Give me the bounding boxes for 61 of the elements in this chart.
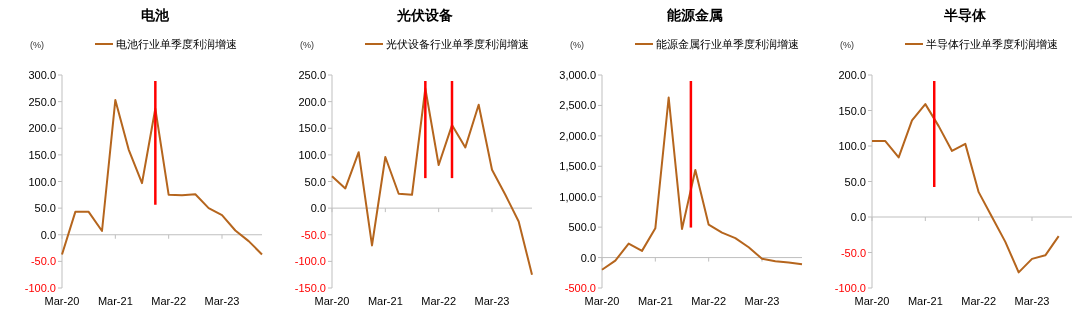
legend-label: 半导体行业单季度利润增速 xyxy=(926,38,1058,50)
y-tick-label: 200.0 xyxy=(298,95,326,108)
y-tick-label: 200.0 xyxy=(28,122,56,135)
x-tick-label: Mar-20 xyxy=(44,295,80,307)
y-tick-label: 100.0 xyxy=(28,175,56,188)
y-tick-label: 50.0 xyxy=(844,175,866,188)
y-tick-label: -50.0 xyxy=(300,228,326,241)
x-tick-label: Mar-20 xyxy=(584,295,620,307)
y-tick-label: 0.0 xyxy=(850,211,866,223)
chart-title: 半导体 xyxy=(943,7,987,23)
x-tick-label: Mar-22 xyxy=(691,295,727,307)
y-tick-label: 50.0 xyxy=(304,175,326,188)
y-axis-title: (%) xyxy=(840,40,854,50)
y-tick-label: 50.0 xyxy=(34,202,56,215)
x-tick-label: Mar-22 xyxy=(961,295,997,307)
y-axis-title: (%) xyxy=(300,40,314,50)
y-tick-label: -100.0 xyxy=(24,282,56,294)
y-tick-label: 100.0 xyxy=(838,140,866,152)
x-tick-label: Mar-21 xyxy=(907,295,943,307)
y-tick-label: 2,000.0 xyxy=(559,129,596,142)
y-tick-label: 250.0 xyxy=(28,95,56,108)
y-tick-label: -100.0 xyxy=(294,255,326,268)
chart-title: 光伏设备 xyxy=(396,7,453,23)
x-tick-label: Mar-20 xyxy=(314,295,350,307)
y-axis-title: (%) xyxy=(30,40,44,50)
y-tick-label: 150.0 xyxy=(298,122,326,135)
legend-label: 能源金属行业单季度利润增速 xyxy=(656,38,799,50)
x-tick-label: Mar-21 xyxy=(367,295,403,307)
x-tick-label: Mar-20 xyxy=(854,295,890,307)
y-tick-label: 200.0 xyxy=(838,69,866,81)
y-tick-label: 0.0 xyxy=(40,228,56,241)
y-tick-label: 2,500.0 xyxy=(559,99,596,112)
y-tick-label: 300.0 xyxy=(28,69,56,81)
y-tick-label: 100.0 xyxy=(298,148,326,161)
y-tick-label: 150.0 xyxy=(838,104,866,117)
y-tick-label: 3,000.0 xyxy=(559,69,596,81)
y-axis-title: (%) xyxy=(570,40,584,50)
x-tick-label: Mar-22 xyxy=(151,295,187,307)
y-tick-label: 0.0 xyxy=(310,202,326,215)
x-tick-label: Mar-21 xyxy=(637,295,673,307)
chart-title: 电池 xyxy=(141,7,170,23)
x-tick-label: Mar-22 xyxy=(421,295,457,307)
legend-label: 电池行业单季度利润增速 xyxy=(116,38,237,50)
y-tick-label: 1,000.0 xyxy=(559,190,596,203)
y-tick-label: 250.0 xyxy=(298,69,326,81)
legend-label: 光伏设备行业单季度利润增速 xyxy=(386,38,529,50)
chart-title: 能源金属 xyxy=(667,7,723,23)
y-tick-label: -50.0 xyxy=(30,255,56,268)
y-tick-label: -150.0 xyxy=(294,282,326,294)
x-tick-label: Mar-23 xyxy=(1014,295,1050,307)
x-tick-label: Mar-23 xyxy=(474,295,510,307)
x-tick-label: Mar-23 xyxy=(204,295,240,307)
x-tick-label: Mar-23 xyxy=(744,295,780,307)
y-tick-label: -500.0 xyxy=(564,282,596,294)
y-tick-label: -50.0 xyxy=(840,246,866,259)
y-tick-label: -100.0 xyxy=(834,282,866,294)
y-tick-label: 1,500.0 xyxy=(559,160,596,173)
y-tick-label: 0.0 xyxy=(580,251,596,264)
x-tick-label: Mar-21 xyxy=(97,295,133,307)
y-tick-label: 500.0 xyxy=(568,221,596,234)
y-tick-label: 150.0 xyxy=(28,148,56,161)
